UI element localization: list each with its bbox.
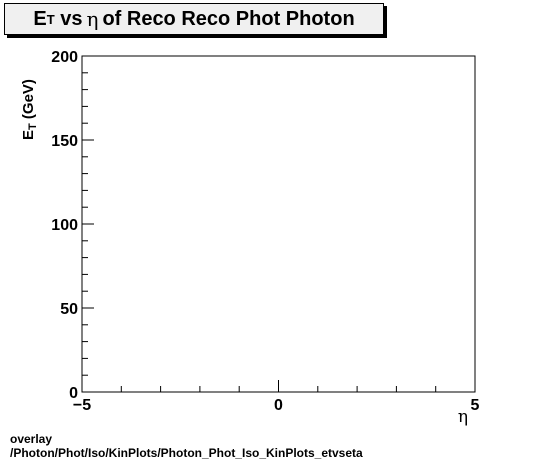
footer-caption: overlay /Photon/Phot/Iso/KinPlots/Photon… xyxy=(10,432,363,460)
y-label-unit: (GeV) xyxy=(20,79,37,120)
title-rest: of Reco Reco Phot Photon xyxy=(102,7,355,30)
x-axis-label: η xyxy=(457,407,468,427)
axis-ticks xyxy=(81,55,476,393)
y-tick-label: 150 xyxy=(51,133,78,150)
plot-frame xyxy=(81,55,476,393)
y-label-sub: T xyxy=(27,123,39,130)
y-label-main: E xyxy=(20,129,37,140)
y-axis-label: ET (GeV) xyxy=(20,79,39,140)
y-tick-label: 0 xyxy=(69,385,78,402)
footer-line-2: /Photon/Phot/Iso/KinPlots/Photon_Phot_Is… xyxy=(10,446,363,460)
title-greek: η xyxy=(86,7,99,31)
y-tick-label: 50 xyxy=(60,301,78,318)
title-sub: T xyxy=(46,11,55,27)
y-tick-label: 200 xyxy=(51,49,78,66)
x-tick-label: 5 xyxy=(471,397,480,414)
x-tick-label: 0 xyxy=(274,397,283,414)
footer-line-1: overlay xyxy=(10,432,53,446)
y-tick-label: 100 xyxy=(51,217,78,234)
title-vs: vs xyxy=(60,7,83,30)
title-main: E xyxy=(33,7,47,30)
x-tick-label: −5 xyxy=(73,397,91,414)
